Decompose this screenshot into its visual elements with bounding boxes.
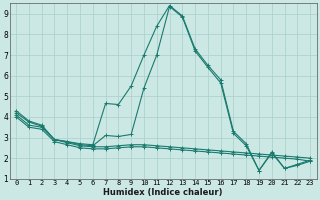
X-axis label: Humidex (Indice chaleur): Humidex (Indice chaleur) bbox=[103, 188, 223, 197]
